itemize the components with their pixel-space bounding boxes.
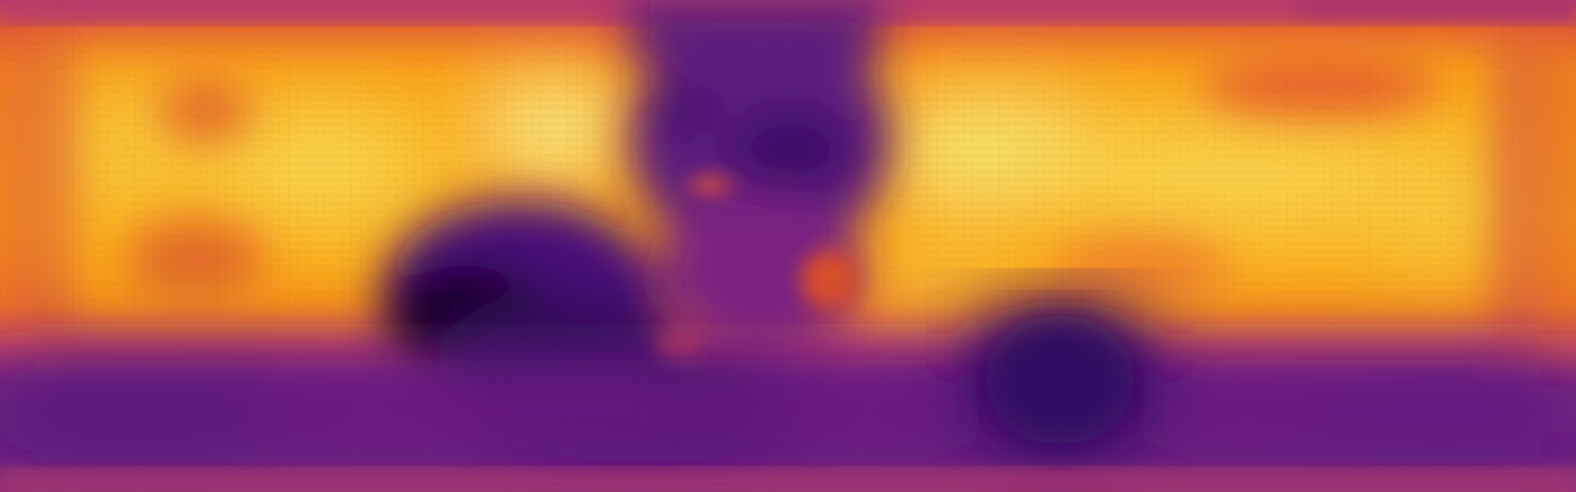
right-dark-blob: [985, 315, 1135, 445]
figure-highlights: [656, 177, 860, 359]
orange-pockets: [125, 55, 1440, 305]
edge-columns: [0, 40, 1576, 360]
warm-band: [40, 60, 1520, 315]
bottom-strip: [0, 470, 1576, 492]
